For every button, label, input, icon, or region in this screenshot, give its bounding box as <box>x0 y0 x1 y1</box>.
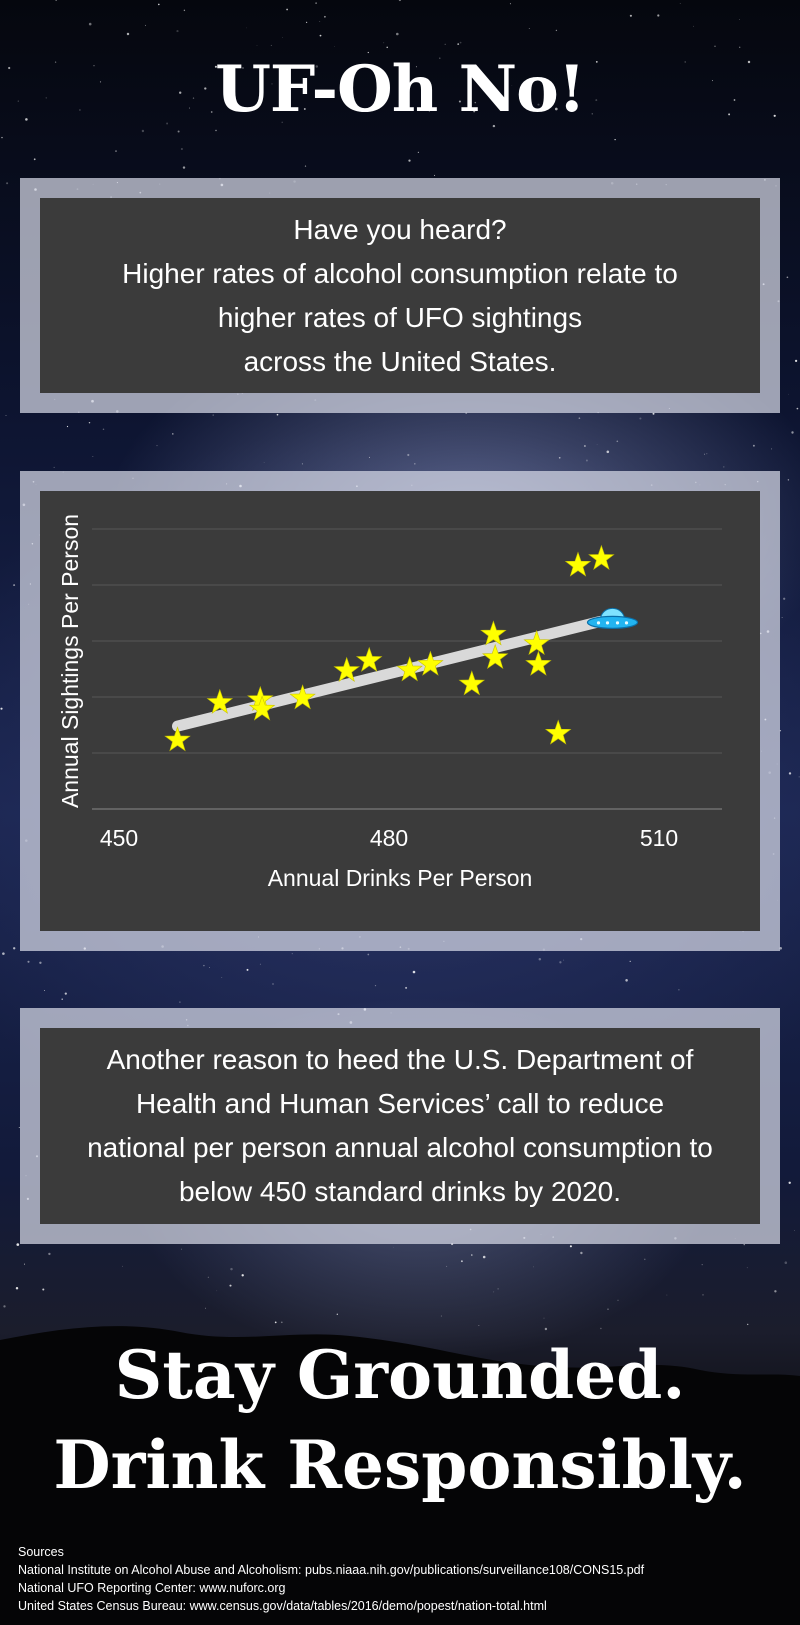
data-point-star <box>481 643 509 670</box>
x-tick-label: 450 <box>100 825 138 851</box>
page-title: UF-Oh No! <box>215 52 586 127</box>
data-point-star <box>458 670 486 696</box>
data-point-star <box>355 646 383 672</box>
data-point-star <box>396 656 423 682</box>
message-panel: Another reason to heed the U.S. Departme… <box>20 1008 780 1244</box>
sources-heading: Sources <box>18 1545 64 1559</box>
intro-line: higher rates of UFO sightings <box>217 301 583 333</box>
mountain-silhouette <box>0 1326 800 1625</box>
scatter-chart: 450 480 510 Annual Drinks Per Person Annua… <box>57 514 722 891</box>
trendline <box>172 615 606 732</box>
data-point-star <box>480 620 507 646</box>
data-point-star <box>333 656 360 682</box>
message-line: national per person annual alcohol consu… <box>87 1132 713 1163</box>
data-point-star <box>525 650 552 676</box>
message-line: below 450 standard drinks by 2020. <box>178 1176 622 1207</box>
data-point-star <box>248 695 276 721</box>
y-axis-label: Annual Sightings Per Person <box>57 514 83 808</box>
sources-section: Sources National Institute on Alcohol Ab… <box>18 1543 788 1615</box>
tagline-line-1: Stay Grounded. <box>114 1336 686 1414</box>
source-item: United States Census Bureau: www.census.… <box>18 1599 547 1613</box>
data-point-star <box>523 629 550 656</box>
data-point-star <box>588 544 615 570</box>
data-point-star <box>564 551 592 577</box>
tagline: Stay Grounded. Drink Responsibly. <box>0 1330 800 1510</box>
data-point-star <box>206 688 234 714</box>
source-item: National UFO Reporting Center: www.nufor… <box>18 1581 286 1595</box>
tagline-line-2: Drink Responsibly. <box>53 1426 747 1504</box>
data-point-star <box>164 726 191 752</box>
chart-panel: 450 480 510 Annual Drinks Per Person Annua… <box>20 471 780 951</box>
x-tick-label: 480 <box>370 825 408 851</box>
intro-panel: Have you heard? Higher rates of alcohol … <box>20 178 780 413</box>
intro-line: Higher rates of alcohol consumption rela… <box>122 257 678 289</box>
x-axis-label: Annual Drinks Per Person <box>268 865 533 891</box>
intro-line: Have you heard? <box>293 213 507 245</box>
ufo-icon <box>586 607 639 629</box>
message-line: Health and Human Services’ call to reduc… <box>135 1088 665 1119</box>
intro-line: across the United States. <box>243 345 557 377</box>
source-item: National Institute on Alcohol Abuse and … <box>18 1563 645 1577</box>
data-point-star <box>544 719 572 745</box>
data-point-star <box>289 684 316 710</box>
message-line: Another reason to heed the U.S. Departme… <box>106 1044 694 1075</box>
x-tick-label: 510 <box>640 825 678 851</box>
chart-area: 450 480 510 Annual Drinks Per Person Annua… <box>40 491 760 931</box>
data-point-star <box>417 650 444 676</box>
